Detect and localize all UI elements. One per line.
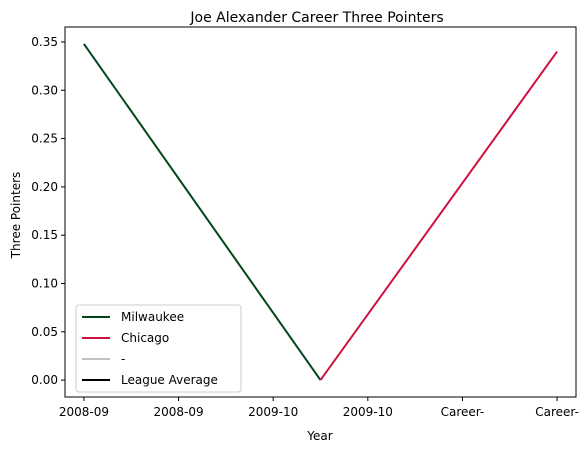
legend-label: Milwaukee xyxy=(121,310,184,324)
x-axis: 2008-09 2008-09 2009-10 2009-10 Career- Caree… xyxy=(59,397,579,419)
y-axis: 0.00 0.05 0.10 0.15 0.20 0.25 0.30 0.35 xyxy=(31,35,65,387)
x-tick-label: 2008-09 xyxy=(59,405,109,419)
y-tick-label: 0.05 xyxy=(31,325,58,339)
legend-box xyxy=(75,304,242,393)
legend-label: - xyxy=(121,352,125,366)
series-layer xyxy=(83,43,558,381)
x-tick-label: Career- xyxy=(535,405,579,419)
y-tick-label: 0.35 xyxy=(31,35,58,49)
y-tick-label: 0.10 xyxy=(31,276,58,290)
legend-label: League Average xyxy=(121,373,218,387)
x-tick-label: 2009-10 xyxy=(248,405,298,419)
legend-label: Chicago xyxy=(121,331,169,345)
x-tick-label: Career- xyxy=(441,405,485,419)
chart-title: Joe Alexander Career Three Pointers xyxy=(189,10,443,26)
series-line-chicago xyxy=(319,51,558,381)
x-tick-label: 2009-10 xyxy=(343,405,393,419)
y-tick-label: 0.25 xyxy=(31,132,58,146)
y-tick-label: 0.15 xyxy=(31,228,58,242)
y-tick-label: 0.20 xyxy=(31,180,58,194)
x-tick-label: 2008-09 xyxy=(153,405,203,419)
plot-area xyxy=(64,26,577,398)
y-tick-label: 0.30 xyxy=(31,83,58,97)
legend: Milwaukee Chicago - League Average xyxy=(75,304,242,393)
y-tick-label: 0.00 xyxy=(31,373,58,387)
series-line-milwaukee xyxy=(83,43,322,381)
x-axis-title: Year xyxy=(306,429,332,443)
y-axis-title: Three Pointers xyxy=(9,172,23,260)
